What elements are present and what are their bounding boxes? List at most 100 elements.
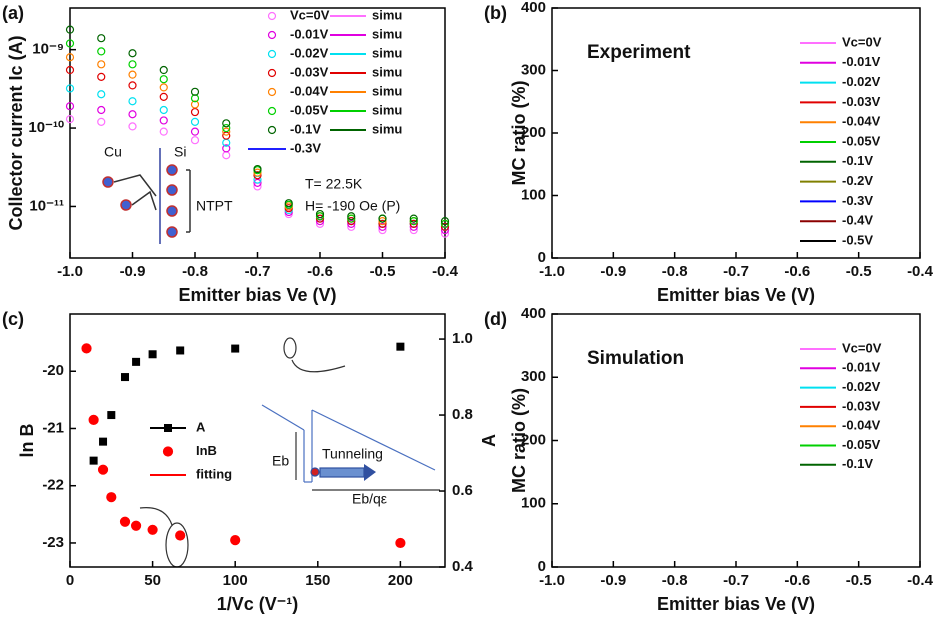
legend-label: -0.04V [842, 418, 881, 433]
annotation: Si [174, 144, 186, 160]
legend-label: -0.1V [842, 456, 873, 471]
marker [65, 25, 75, 34]
x-tick-label: -0.4 [907, 572, 934, 589]
y-tick-label: 100 [521, 495, 546, 512]
annotation: Eb [272, 453, 289, 469]
marker [128, 81, 137, 90]
x-tick-label: -0.7 [723, 263, 749, 280]
marker [190, 100, 200, 109]
y-axis-label: ln B [17, 424, 37, 458]
panel-label: (c) [2, 309, 24, 329]
legend-label: -0.5V [842, 232, 873, 247]
legend-label: Vc=0V [842, 340, 882, 355]
legend-marker [267, 30, 277, 40]
marker [65, 65, 75, 75]
legend-marker [267, 87, 277, 97]
marker [409, 222, 418, 231]
legend-label: -0.02V [842, 379, 881, 394]
marker [440, 217, 450, 226]
annotation: Eb/qε [352, 491, 387, 507]
y-tick-label: 100 [521, 186, 546, 203]
marker [65, 53, 75, 62]
marker [148, 350, 157, 359]
x-tick-label: -0.6 [307, 263, 333, 280]
marker [315, 214, 325, 223]
marker [121, 373, 130, 382]
legend-label: -0.3V [290, 140, 321, 155]
marker [190, 127, 200, 136]
marker [409, 219, 418, 228]
marker [253, 168, 262, 177]
x-tick-label: -0.5 [846, 572, 872, 589]
marker [409, 214, 418, 223]
marker [347, 217, 356, 226]
marker [128, 122, 137, 131]
y-tick-label: -23 [42, 534, 64, 551]
marker [409, 225, 418, 235]
annotation: NTPT [196, 198, 233, 214]
legend-label: simu [372, 83, 402, 98]
marker [190, 117, 200, 126]
x-tick-label: 150 [305, 572, 330, 589]
marker [65, 84, 75, 93]
legend-label: -0.05V [842, 437, 881, 452]
marker [107, 411, 116, 420]
marker [347, 214, 356, 223]
y-axis-label: MC ratio (%) [509, 81, 529, 186]
x-axis-label: Emitter bias Ve (V) [178, 285, 336, 305]
legend-marker [162, 446, 174, 457]
annotation: H= -190 Oe (P) [305, 198, 400, 214]
chart-title: Simulation [587, 348, 684, 369]
marker [147, 524, 158, 535]
marker [190, 87, 200, 96]
marker [440, 222, 450, 231]
x-tick-label: -0.4 [907, 263, 934, 280]
marker [440, 225, 450, 235]
marker [190, 107, 200, 117]
y-tick-label: 10⁻¹⁰ [28, 119, 64, 136]
x-axis-label: Emitter bias Ve (V) [657, 594, 815, 614]
marker [65, 102, 75, 111]
marker [378, 225, 387, 235]
marker [222, 127, 231, 136]
legend-label: -0.2V [842, 173, 873, 188]
legend-marker [164, 424, 172, 432]
marker [88, 414, 99, 425]
marker [128, 97, 137, 106]
legend-label: -0.05V [842, 133, 881, 148]
x-tick-label: -0.9 [600, 572, 626, 589]
marker [130, 520, 142, 531]
y-tick-label: -20 [42, 362, 64, 379]
marker [190, 136, 200, 145]
marker [378, 219, 387, 228]
marker [128, 70, 137, 79]
chart-title: Experiment [587, 42, 691, 63]
y2-tick-label: 0.4 [452, 558, 474, 575]
marker [284, 199, 293, 208]
marker [253, 164, 262, 174]
panel-label: (a) [2, 3, 24, 23]
legend-label: simu [372, 45, 402, 60]
legend-label: -0.3V [842, 193, 873, 208]
marker [97, 47, 106, 56]
marker [175, 530, 186, 541]
marker [89, 456, 98, 465]
y-axis-label: Collector current Ic (A) [6, 35, 26, 230]
marker [97, 72, 106, 81]
x-tick-label: -1.0 [57, 263, 83, 280]
x-tick-label: -0.6 [784, 263, 810, 280]
x-tick-label: -1.0 [539, 263, 565, 280]
legend-label: -0.1V [842, 153, 873, 168]
y2-axis-label: A [479, 434, 499, 447]
marker [99, 437, 108, 446]
legend-marker [267, 125, 277, 135]
y-tick-label: -22 [42, 477, 64, 494]
x-tick-label: -0.6 [784, 572, 810, 589]
x-tick-label: -0.9 [120, 263, 146, 280]
legend-marker [267, 11, 277, 21]
x-tick-label: 50 [144, 572, 161, 589]
legend-label: simu [372, 102, 402, 117]
marker [119, 516, 131, 527]
marker [378, 217, 387, 226]
marker [378, 214, 387, 223]
